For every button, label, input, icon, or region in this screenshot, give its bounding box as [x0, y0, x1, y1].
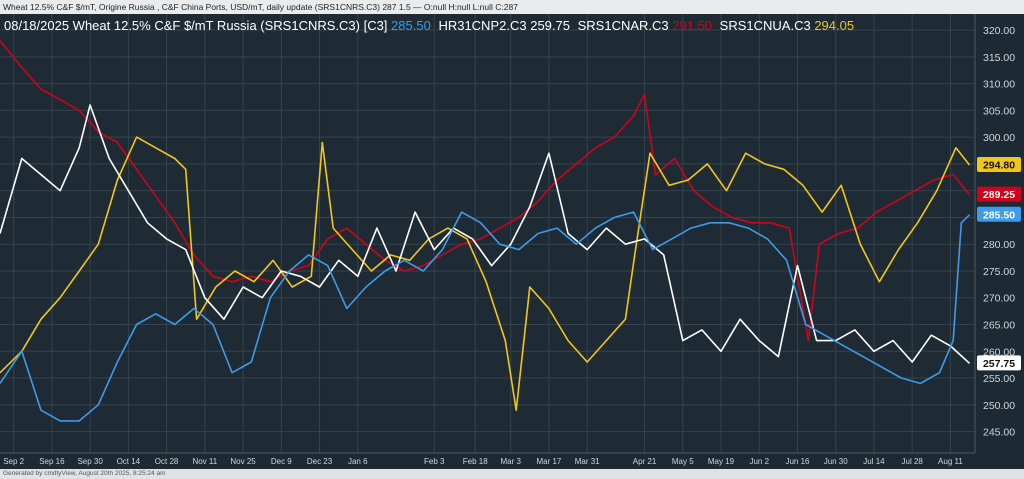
- x-tick-label: Sep 2: [3, 457, 24, 466]
- y-tick-label: 245.00: [983, 427, 1015, 439]
- last-value-badge-2: [977, 156, 1021, 172]
- last-value-text-1: 289.25: [983, 189, 1015, 201]
- x-tick-label: Apr 21: [633, 457, 657, 466]
- x-tick-label: May 19: [708, 457, 735, 466]
- x-tick-label: Mar 31: [575, 457, 600, 466]
- grid: [0, 14, 975, 453]
- x-tick-label: May 5: [672, 457, 694, 466]
- legend-value-3: 291.50: [672, 18, 713, 33]
- legend-name-2: HR31CNP2.C3: [438, 18, 527, 33]
- last-value-text-4: 285.50: [983, 209, 1015, 221]
- y-tick-label: 250.00: [983, 400, 1015, 412]
- series-line-3: [0, 104, 971, 364]
- last-value-labels: 289.25 294.80 257.75 285.50: [977, 156, 1021, 371]
- y-tick-label: 320.00: [983, 25, 1015, 37]
- legend-value-4: 294.05: [814, 18, 855, 33]
- x-tick-label: Mar 3: [500, 457, 521, 466]
- y-tick-label: 270.00: [983, 293, 1015, 305]
- x-tick-label: Aug 11: [938, 457, 963, 466]
- x-tick-label: Nov 11: [192, 457, 217, 466]
- legend-value-1: 285.50: [391, 18, 431, 33]
- x-tick-label: Feb 18: [463, 457, 488, 466]
- x-tick-label: Jun 16: [785, 457, 810, 466]
- x-tick-label: Oct 14: [117, 457, 141, 466]
- last-value-text-2: 294.80: [983, 159, 1015, 171]
- y-tick-label: 260.00: [983, 346, 1015, 358]
- legend-name-3: SRS1CNAR.C3: [577, 18, 669, 33]
- series-lines: [0, 40, 971, 422]
- legend-title: 08/18/2025 Wheat 12.5% C&F $/mT Russia (…: [4, 18, 388, 33]
- y-tick-label: 280.00: [983, 239, 1015, 251]
- x-tick-label: Sep 30: [77, 457, 103, 466]
- series-line-4: [0, 211, 971, 422]
- x-tick-label: Jun 30: [824, 457, 849, 466]
- x-tick-label: Feb 3: [424, 457, 445, 466]
- y-tick-label: 275.00: [983, 266, 1015, 278]
- y-axis: 245.00 250.00 255.00 260.00 265.00 270.00 275.…: [974, 14, 1015, 453]
- last-value-label-4: 285.50: [977, 206, 1021, 222]
- last-value-label-2: 294.80: [977, 156, 1021, 172]
- generated-footer: Generated by cmdtyView, August 20th 2025…: [0, 469, 1024, 479]
- y-tick-label: 305.00: [983, 105, 1015, 117]
- x-tick-label: Sep 16: [39, 457, 65, 466]
- x-tick-label: Dec 23: [307, 457, 333, 466]
- legend-name-4: SRS1CNUA.C3: [719, 18, 811, 33]
- y-tick-label: 300.00: [983, 132, 1015, 144]
- plot-area: [0, 14, 975, 453]
- last-value-badge-3: [977, 355, 1021, 371]
- x-tick-label: Oct 28: [155, 457, 179, 466]
- x-axis: Sep 2 Sep 16 Sep 30 Oct 14 Oct 28 Nov 11 Nov 2…: [0, 452, 975, 466]
- last-value-badge-4: [977, 206, 1021, 222]
- chart-legend: 08/18/2025 Wheat 12.5% C&F $/mT Russia (…: [4, 16, 854, 36]
- x-tick-label: Jan 6: [348, 457, 368, 466]
- series-line-1: [0, 40, 971, 342]
- x-tick-label: Jul 28: [902, 457, 924, 466]
- y-tick-label: 265.00: [983, 320, 1015, 332]
- x-tick-label: Jun 2: [749, 457, 769, 466]
- x-tick-label: Jul 14: [863, 457, 885, 466]
- legend-value-2: 259.75: [530, 18, 570, 33]
- series-info-bar: Wheat 12.5% C&F $/mT, Origine Russia , C…: [0, 0, 1024, 14]
- x-tick-label: Dec 9: [271, 457, 292, 466]
- last-value-text-3: 257.75: [983, 358, 1015, 370]
- series-line-2: [0, 136, 971, 412]
- x-tick-label: Mar 17: [536, 457, 561, 466]
- y-tick-label: 310.00: [983, 79, 1015, 91]
- x-tick-label: Nov 25: [230, 457, 256, 466]
- last-value-label-3: 257.75: [977, 355, 1021, 371]
- last-value-badge-1: [977, 186, 1021, 202]
- y-tick-label: 315.00: [983, 52, 1015, 64]
- last-value-label-1: 289.25: [977, 186, 1021, 202]
- y-tick-label: 255.00: [983, 373, 1015, 385]
